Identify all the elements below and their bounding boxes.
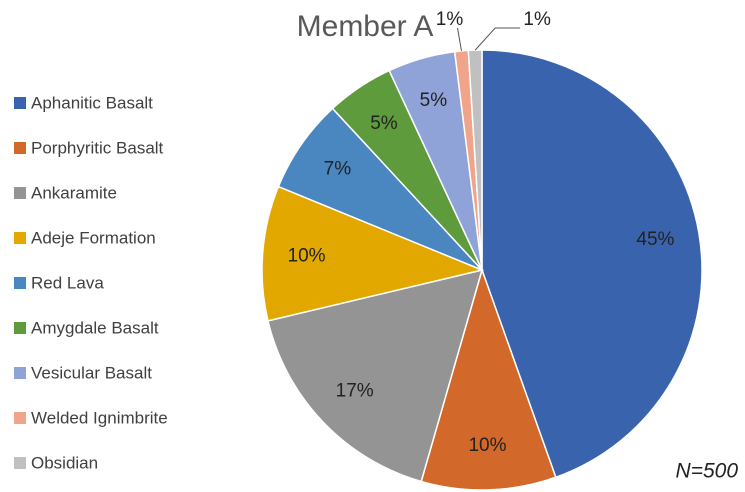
data-label: 1% xyxy=(436,9,464,30)
data-label: 1% xyxy=(523,9,551,30)
legend-swatch xyxy=(14,232,26,244)
data-label: 10% xyxy=(288,245,326,266)
legend-label: Vesicular Basalt xyxy=(31,363,152,382)
data-label: 10% xyxy=(468,435,506,456)
legend-label: Obsidian xyxy=(31,453,98,472)
data-label: 17% xyxy=(336,381,374,402)
legend-label: Amygdale Basalt xyxy=(31,318,159,337)
legend-swatch xyxy=(14,277,26,289)
pie-slice xyxy=(261,185,485,322)
legend-swatch xyxy=(14,412,26,424)
legend-label: Aphanitic Basalt xyxy=(31,93,153,112)
legend-swatch xyxy=(14,457,26,469)
legend-swatch xyxy=(14,187,26,199)
data-label: 45% xyxy=(636,229,674,250)
leader-line xyxy=(457,27,462,52)
data-label: 5% xyxy=(420,90,448,111)
chart-title: Member A xyxy=(297,10,434,43)
legend-label: Welded Ignimbrite xyxy=(31,408,168,427)
annotation: N=500 xyxy=(676,460,739,483)
legend-label: Adeje Formation xyxy=(31,228,156,247)
pie-slice xyxy=(420,267,557,491)
legend-swatch xyxy=(14,142,26,154)
legend-label: Porphyritic Basalt xyxy=(31,138,164,157)
legend-swatch xyxy=(14,97,26,109)
leader-line xyxy=(474,27,521,51)
pie-slice xyxy=(481,49,703,479)
data-label: 5% xyxy=(370,113,398,134)
pie-slice xyxy=(267,268,484,483)
legend-label: Ankaramite xyxy=(31,183,117,202)
data-label: 7% xyxy=(324,159,352,180)
legend-swatch xyxy=(14,367,26,379)
legend-label: Red Lava xyxy=(31,273,104,292)
legend-swatch xyxy=(14,322,26,334)
